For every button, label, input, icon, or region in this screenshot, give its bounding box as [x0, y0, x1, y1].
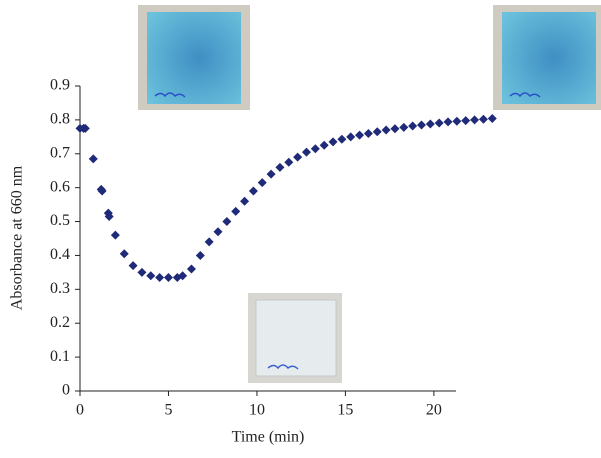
y-axis-label: Absorbance at 660 nm	[9, 165, 26, 310]
point	[355, 130, 365, 140]
point	[186, 264, 196, 274]
point	[240, 196, 250, 206]
point	[97, 186, 107, 196]
point	[284, 157, 294, 167]
y-tick-label: 0.1	[50, 348, 70, 365]
point	[301, 147, 311, 157]
point	[390, 124, 400, 134]
point	[231, 206, 241, 216]
photo-inset	[493, 5, 601, 110]
point	[257, 178, 267, 188]
y-tick-label: 0.4	[50, 246, 70, 263]
x-tick-label: 10	[249, 402, 265, 419]
point	[319, 140, 329, 150]
y-tick-label: 0.5	[50, 212, 70, 229]
point	[381, 125, 391, 135]
point	[337, 134, 347, 144]
point	[204, 237, 214, 247]
x-tick-label: 15	[337, 402, 353, 419]
point	[363, 128, 373, 138]
point	[88, 154, 98, 164]
point	[266, 169, 276, 179]
point	[416, 120, 426, 130]
point	[478, 114, 488, 124]
point	[163, 272, 173, 282]
y-tick-label: 0.6	[50, 178, 70, 195]
point	[110, 230, 120, 240]
point	[452, 116, 462, 126]
point	[119, 249, 129, 259]
point	[346, 132, 356, 142]
point	[434, 118, 444, 128]
point	[146, 271, 156, 281]
point	[310, 144, 320, 154]
point	[80, 123, 90, 133]
point	[372, 127, 382, 137]
point	[275, 162, 285, 172]
x-tick-label: 5	[164, 402, 172, 419]
point	[293, 152, 303, 162]
photo-inset	[248, 293, 342, 383]
point	[213, 227, 223, 237]
point	[399, 122, 409, 132]
photo-inset	[138, 5, 250, 110]
x-tick-label: 20	[426, 402, 442, 419]
y-tick-label: 0.2	[50, 314, 70, 331]
y-tick-label: 0.8	[50, 111, 70, 128]
point	[128, 261, 138, 271]
y-tick-label: 0.3	[50, 280, 70, 297]
point	[104, 211, 114, 221]
point	[461, 116, 471, 126]
point	[248, 186, 258, 196]
point	[195, 250, 205, 260]
point	[408, 121, 418, 131]
y-tick-label: 0.9	[50, 77, 70, 94]
y-tick-label: 0.7	[50, 144, 70, 161]
point	[487, 114, 497, 124]
point	[137, 267, 147, 277]
point	[178, 271, 188, 281]
point	[470, 115, 480, 125]
point	[222, 217, 232, 227]
point	[443, 117, 453, 127]
x-tick-label: 0	[76, 402, 84, 419]
y-tick-label: 0	[62, 382, 70, 399]
point	[425, 119, 435, 129]
point	[155, 272, 165, 282]
x-axis-label: Time (min)	[232, 429, 305, 446]
point	[328, 137, 338, 147]
